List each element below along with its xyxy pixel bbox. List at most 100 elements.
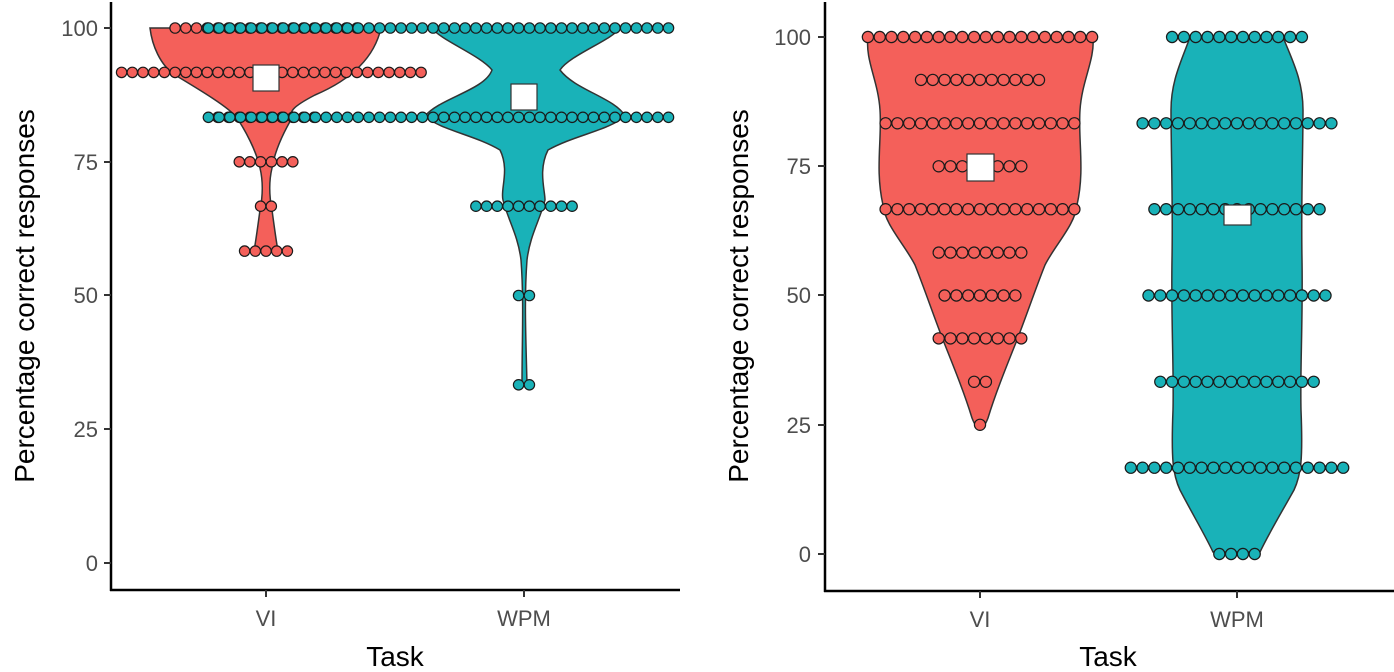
data-dot-wpm xyxy=(641,22,653,34)
data-dot-wpm xyxy=(1319,289,1332,302)
left-x-axis-title: Task xyxy=(366,641,425,672)
data-dot-wpm xyxy=(448,22,461,34)
data-dot-wpm xyxy=(427,111,439,124)
data-dot-wpm xyxy=(1213,289,1226,302)
data-dot-wpm xyxy=(1165,30,1179,44)
data-dot-wpm xyxy=(1159,202,1173,216)
data-dot-vi xyxy=(932,246,945,259)
data-dot-wpm xyxy=(256,111,268,124)
left-ytick-100: 100 xyxy=(61,16,98,41)
data-dot-vi xyxy=(1015,332,1028,345)
data-dot-vi xyxy=(1009,73,1022,87)
data-dot-wpm xyxy=(1260,375,1273,388)
data-dot-vi xyxy=(914,73,928,87)
data-dot-wpm xyxy=(234,22,247,34)
data-dot-vi xyxy=(180,22,192,34)
data-dot-vi xyxy=(962,202,975,216)
data-dot-vi xyxy=(137,66,149,79)
data-dot-wpm xyxy=(1195,202,1208,216)
data-dot-vi xyxy=(1003,160,1016,173)
data-dot-wpm xyxy=(544,111,557,124)
data-dot-wpm xyxy=(1248,289,1261,302)
data-dot-vi xyxy=(926,202,940,216)
data-dot-vi xyxy=(932,160,945,173)
right-panel: 100 75 50 25 0 VI WPM Task Percentage co… xyxy=(723,2,1394,672)
data-dot-wpm xyxy=(491,200,504,212)
data-dot-wpm xyxy=(320,22,332,34)
data-dot-wpm xyxy=(619,111,632,124)
data-dot-vi xyxy=(115,66,128,79)
data-dot-vi xyxy=(1074,30,1087,44)
data-dot-wpm xyxy=(298,111,311,124)
left-violin-vi xyxy=(149,27,382,252)
data-dot-wpm xyxy=(1224,30,1238,44)
left-dot-layer xyxy=(115,22,675,391)
data-dot-wpm xyxy=(512,22,525,34)
data-dot-wpm xyxy=(480,111,493,124)
data-dot-vi xyxy=(190,22,203,34)
data-dot-vi xyxy=(997,117,1010,130)
left-xtick-vi: VI xyxy=(256,606,277,631)
data-dot-wpm xyxy=(224,111,236,124)
data-dot-wpm xyxy=(277,111,290,124)
data-dot-vi xyxy=(944,30,957,44)
data-dot-vi xyxy=(1009,289,1022,302)
data-dot-vi xyxy=(962,117,975,130)
data-dot-wpm xyxy=(1136,117,1149,130)
data-dot-wpm xyxy=(1260,30,1273,44)
data-dot-wpm xyxy=(224,22,236,34)
data-dot-wpm xyxy=(1136,461,1149,474)
data-dot-wpm xyxy=(630,22,643,34)
data-dot-wpm xyxy=(502,200,514,212)
data-dot-wpm xyxy=(256,22,268,34)
data-dot-wpm xyxy=(491,111,504,124)
data-dot-wpm xyxy=(534,200,546,212)
data-dot-vi xyxy=(1056,117,1069,130)
data-dot-wpm xyxy=(534,22,546,34)
data-dot-wpm xyxy=(1207,117,1220,130)
data-dot-wpm xyxy=(341,22,354,34)
data-dot-wpm xyxy=(502,22,514,34)
data-dot-wpm xyxy=(1260,289,1273,302)
data-dot-vi xyxy=(1003,246,1016,259)
data-dot-vi xyxy=(967,30,981,44)
data-dot-wpm xyxy=(1295,289,1309,302)
data-dot-wpm xyxy=(1272,289,1285,302)
data-dot-vi xyxy=(938,117,951,130)
data-dot-wpm xyxy=(1148,461,1161,474)
data-dot-vi xyxy=(950,117,963,130)
data-dot-vi xyxy=(932,332,945,345)
data-dot-wpm xyxy=(619,22,632,34)
data-dot-wpm xyxy=(330,111,343,124)
data-dot-vi xyxy=(1068,117,1081,130)
data-dot-wpm xyxy=(213,22,225,34)
data-dot-vi xyxy=(979,332,993,345)
data-dot-vi xyxy=(985,117,999,130)
data-dot-vi xyxy=(1015,30,1028,44)
data-dot-wpm xyxy=(1248,375,1261,388)
data-dot-wpm xyxy=(534,111,546,124)
data-dot-vi xyxy=(351,66,363,79)
data-dot-vi xyxy=(1009,202,1022,216)
data-dot-vi xyxy=(938,73,951,87)
data-dot-vi xyxy=(169,22,181,34)
data-dot-vi xyxy=(861,30,875,44)
data-dot-wpm xyxy=(245,111,257,124)
data-dot-vi xyxy=(908,30,922,44)
data-dot-vi xyxy=(950,289,963,302)
data-dot-wpm xyxy=(598,22,611,34)
data-dot-wpm xyxy=(266,22,279,34)
data-dot-wpm xyxy=(1236,375,1250,388)
data-dot-wpm xyxy=(651,111,664,124)
data-dot-wpm xyxy=(1236,30,1250,44)
data-dot-vi xyxy=(1062,30,1075,44)
data-dot-vi xyxy=(126,66,139,79)
data-dot-wpm xyxy=(470,111,482,124)
data-dot-wpm xyxy=(288,111,300,124)
data-dot-wpm xyxy=(1283,30,1297,44)
data-dot-wpm xyxy=(566,200,578,212)
data-dot-vi xyxy=(873,30,886,44)
data-dot-wpm xyxy=(480,22,493,34)
right-ytick-0: 0 xyxy=(799,542,811,567)
data-dot-wpm xyxy=(1272,375,1285,388)
